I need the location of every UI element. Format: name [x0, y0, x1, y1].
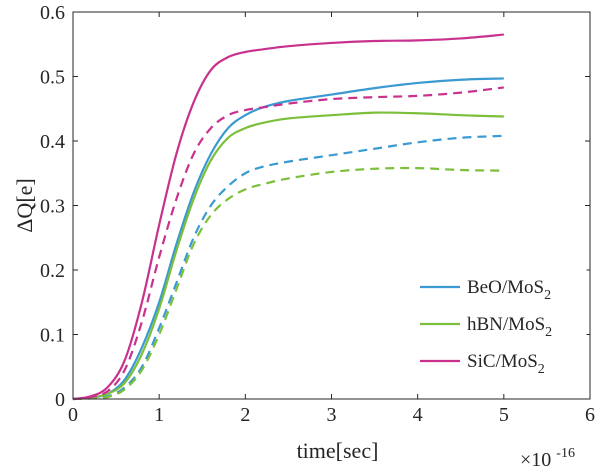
series-line-dashed-3 [72, 134, 504, 401]
y-tick-label: 0 [55, 389, 65, 411]
legend-label: hBN/MoS2 [467, 314, 552, 340]
x-tick-label: 4 [413, 404, 423, 426]
y-tick-label: 0.5 [40, 67, 65, 89]
x-tick-label: 1 [154, 404, 164, 426]
series-line-dashed-4 [72, 166, 504, 401]
x-tick-label: 3 [327, 404, 337, 426]
x-axis-exponent: ×10 -16 [520, 446, 575, 471]
legend-label-base: SiC/MoS [467, 351, 538, 372]
x-axis-exponent-base: ×10 [520, 449, 551, 471]
x-tick-label: 5 [499, 404, 509, 426]
x-tick-label: 0 [68, 404, 78, 426]
legend-label-subscript: 2 [545, 325, 552, 340]
x-axis-exponent-power: -16 [556, 446, 575, 461]
legend-label-base: BeO/MoS [467, 277, 544, 298]
y-tick-label: 0.2 [40, 260, 65, 282]
legend-label: BeO/MoS2 [467, 277, 551, 303]
series-layer [72, 33, 504, 401]
series-line-dashed-5 [72, 86, 504, 401]
legend-label: SiC/MoS2 [467, 351, 545, 377]
y-tick-label: 0.1 [40, 325, 65, 347]
x-tick-label: 2 [240, 404, 250, 426]
legend-label-subscript: 2 [538, 362, 545, 377]
series-line-solid-2 [72, 33, 504, 401]
tick-layer: 0 1 2 3 4 5 6 0 0.1 0.2 0.3 0.4 0.5 0.6 [40, 2, 595, 426]
series-line-solid-1 [72, 111, 504, 401]
legend-label-subscript: 2 [544, 288, 551, 303]
series-line-solid-0 [72, 77, 504, 401]
y-tick-label: 0.3 [40, 196, 65, 218]
y-axis-label: ΔQ[e] [12, 178, 37, 232]
x-tick-label: 6 [585, 404, 595, 426]
y-tick-label: 0.4 [40, 131, 65, 153]
y-tick-label: 0.6 [40, 2, 65, 24]
legend-label-base: hBN/MoS [467, 314, 545, 335]
x-axis-label: time[sec] [297, 438, 379, 463]
